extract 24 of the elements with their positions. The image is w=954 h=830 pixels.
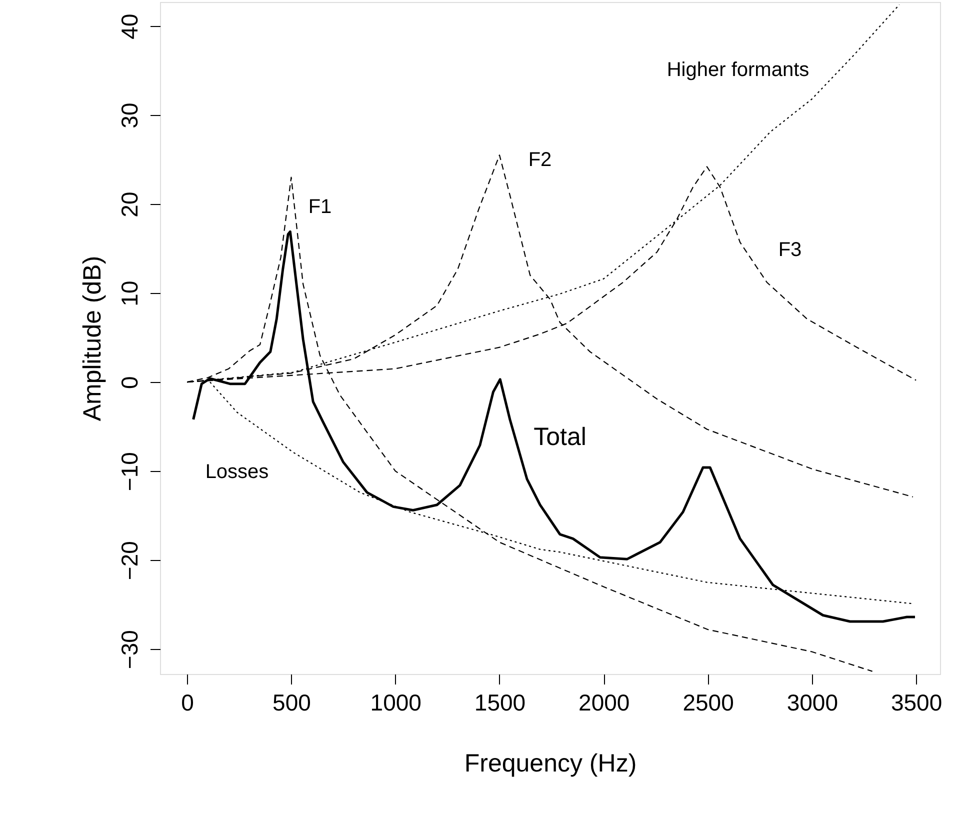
annotation: Higher formants: [666, 59, 810, 81]
y-tick-label: 40: [116, 14, 142, 40]
x-axis-title: Frequency (Hz): [464, 750, 637, 778]
x-tick-label: 3000: [786, 690, 838, 716]
x-tick-label: 3500: [890, 690, 942, 716]
y-tick-label: −10: [116, 452, 142, 492]
annotation: F1: [308, 196, 332, 218]
x-tick-label: 2500: [682, 690, 734, 716]
y-tick-label: 0: [116, 376, 142, 389]
y-axis-title: Amplitude (dB): [78, 256, 106, 422]
annotation: F2: [528, 149, 552, 171]
x-tick-label: 2000: [578, 690, 630, 716]
y-tick-label: −20: [116, 541, 142, 580]
x-tick-label: 0: [181, 690, 194, 716]
y-tick-label: 30: [116, 102, 142, 128]
x-tick-label: 1000: [370, 690, 422, 716]
annotation: F3: [778, 239, 802, 261]
x-tick-label: 1500: [474, 690, 526, 716]
y-tick-label: 20: [116, 192, 142, 218]
x-tick-label: 500: [272, 690, 311, 716]
y-tick-label: −30: [116, 630, 142, 670]
annotation: Losses: [205, 461, 269, 483]
annotation: Total: [534, 423, 586, 451]
y-tick-label: 10: [116, 280, 142, 306]
